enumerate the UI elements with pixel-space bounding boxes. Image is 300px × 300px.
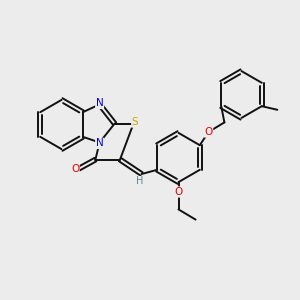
Text: S: S [132,117,138,127]
Text: N: N [96,98,104,109]
Text: O: O [174,187,183,197]
Text: N: N [96,138,104,148]
Text: H: H [136,176,143,187]
Text: O: O [204,127,213,137]
Text: O: O [71,164,79,175]
